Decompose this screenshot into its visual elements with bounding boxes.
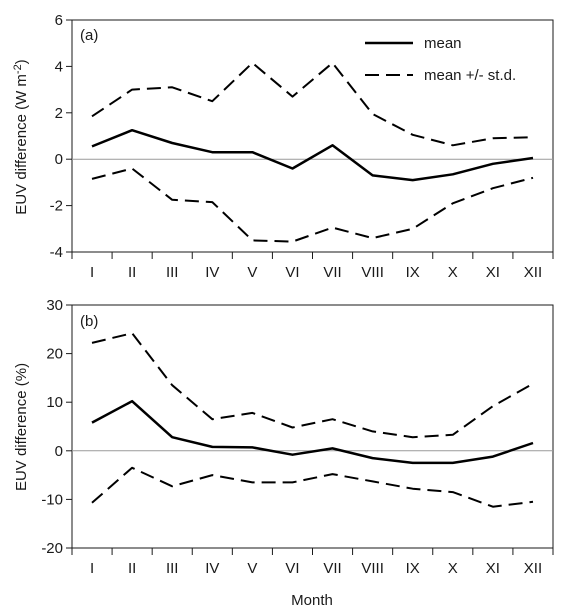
panel-b-y-axis-title: EUV difference (%) xyxy=(13,363,30,491)
panel-b-x-tick-label: II xyxy=(128,560,136,577)
panel-b-y-tick-label: 10 xyxy=(46,394,63,411)
legend-std-label: mean +/- st.d. xyxy=(424,67,516,84)
panel-b-x-tick-label: III xyxy=(166,560,179,577)
panel-a-series-mean xyxy=(91,128,534,182)
panel-a-x-tick-label: V xyxy=(247,264,257,281)
panel-a-y-tick-label: 2 xyxy=(55,105,63,122)
panel-a-y-tick-label: -2 xyxy=(50,198,63,215)
panel-b-x-tick-label: X xyxy=(448,560,458,577)
panel-b-y-tick-label: -20 xyxy=(41,540,63,557)
panel-b-x-tick-label: IX xyxy=(406,560,420,577)
panel-a-y-tick-label: 6 xyxy=(55,12,63,29)
panel-a-x-tick-label: XII xyxy=(524,264,542,281)
panel-a-x-tick-label: VI xyxy=(285,264,299,281)
panel-a-y-tick-label: -4 xyxy=(50,244,63,261)
legend: mean mean +/- st.d. xyxy=(365,35,516,84)
panel-a-y-axis-title: EUV difference (W m-2) xyxy=(12,59,30,214)
panel-b-x-tick-label: VII xyxy=(323,560,341,577)
panel-a-series-mean-minus-std xyxy=(91,167,534,243)
panel-a-y-tick-label: 4 xyxy=(55,58,63,75)
panel-a-x-tick-label: X xyxy=(448,264,458,281)
panel-a-x-tick-label: III xyxy=(166,264,179,281)
panel-b-y-tick-label: 20 xyxy=(46,346,63,363)
panel-a-x-tick-label: XI xyxy=(486,264,500,281)
panel-a-x-tick-label: VIII xyxy=(361,264,384,281)
panel-b-x-tick-label: VIII xyxy=(361,560,384,577)
panel-b-x-tick-label: V xyxy=(247,560,257,577)
panel-a-x-tick-label: IX xyxy=(406,264,420,281)
panel-b-label: (b) xyxy=(80,313,98,330)
panel-b-series-mean-plus-std xyxy=(91,332,534,439)
x-axis-title: Month xyxy=(291,592,333,609)
panel-a-x-tick-label: IV xyxy=(205,264,219,281)
panel-a-x-tick-label: I xyxy=(90,264,94,281)
panel-a-y-tick-label: 0 xyxy=(55,151,63,168)
panel-b-y-tick-label: 0 xyxy=(55,443,63,460)
panel-b-y-tick-label: -10 xyxy=(41,491,63,508)
panel-b-x-tick-label: XI xyxy=(486,560,500,577)
panel-b-x-tick-label: VI xyxy=(285,560,299,577)
panel-a-x-tick-label: VII xyxy=(323,264,341,281)
panel-a-series-mean-plus-std xyxy=(91,61,534,147)
panel-b-series-mean-minus-std xyxy=(91,466,534,508)
panel-b-x-tick-label: IV xyxy=(205,560,219,577)
panel-b-series-mean xyxy=(91,399,534,465)
panel-a-label: (a) xyxy=(80,27,98,44)
panel-a-x-tick-label: II xyxy=(128,264,136,281)
legend-mean-label: mean xyxy=(424,35,462,52)
panel-b-x-tick-label: XII xyxy=(524,560,542,577)
panel-b-x-tick-label: I xyxy=(90,560,94,577)
panel-b-y-tick-label: 30 xyxy=(46,297,63,314)
